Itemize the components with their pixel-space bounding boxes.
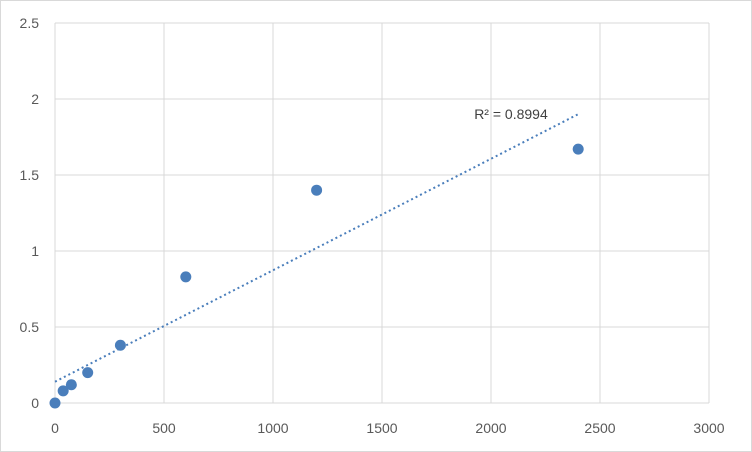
y-tick-label: 2.5 xyxy=(20,15,40,31)
data-point xyxy=(82,367,94,379)
trendline xyxy=(54,113,579,383)
data-point xyxy=(65,379,77,391)
y-tick-label: 2 xyxy=(31,91,39,107)
y-tick-label: 1.5 xyxy=(20,167,40,183)
y-axis-ticks: 0 0.5 1 1.5 2 2.5 xyxy=(20,15,40,411)
gridlines xyxy=(54,22,710,404)
y-tick-label: 1 xyxy=(31,243,39,259)
x-tick-label: 1000 xyxy=(257,420,288,436)
x-tick-label: 2500 xyxy=(584,420,615,436)
x-axis-ticks: 0 500 1000 1500 2000 2500 3000 xyxy=(51,420,725,436)
trendline-label: R² = 0.8994 xyxy=(474,106,548,122)
data-points xyxy=(49,143,584,409)
x-tick-label: 0 xyxy=(51,420,59,436)
data-point xyxy=(49,397,61,409)
y-tick-label: 0 xyxy=(31,395,39,411)
x-tick-label: 2000 xyxy=(475,420,506,436)
data-point xyxy=(57,385,69,397)
data-point xyxy=(311,184,323,196)
x-tick-label: 1500 xyxy=(366,420,397,436)
x-tick-label: 500 xyxy=(152,420,176,436)
data-point xyxy=(180,271,192,283)
x-tick-label: 3000 xyxy=(693,420,724,436)
data-point xyxy=(114,339,126,351)
data-point xyxy=(572,143,584,155)
trendline-path xyxy=(54,113,579,383)
y-tick-label: 0.5 xyxy=(20,319,40,335)
